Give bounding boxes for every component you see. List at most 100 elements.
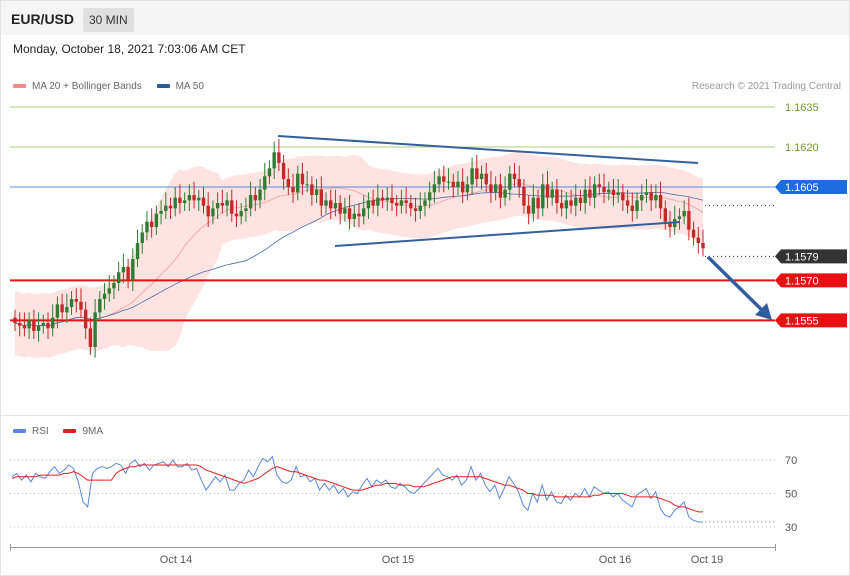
time-axis-label: Oct 16 xyxy=(599,554,631,566)
candle-body xyxy=(230,200,234,214)
candle-body xyxy=(592,184,597,198)
candle-body xyxy=(413,208,418,211)
candle-body xyxy=(418,205,422,211)
candle-body xyxy=(13,317,17,323)
legend-swatch-9ma xyxy=(63,429,77,434)
candle-body xyxy=(305,184,309,186)
legend-item-bollinger: MA 20 + Bollinger Bands xyxy=(13,81,142,92)
legend-label-9ma: 9MA xyxy=(82,426,104,437)
candle-body xyxy=(338,203,342,214)
candle-body xyxy=(574,197,578,206)
candle-body xyxy=(107,288,111,294)
candle-body xyxy=(376,197,380,206)
candle-body xyxy=(98,299,102,313)
candle-body xyxy=(663,208,668,222)
level-label-last: 1.1579 xyxy=(785,251,819,263)
candle-body xyxy=(286,179,291,187)
candle-body xyxy=(484,173,488,185)
candle-body xyxy=(545,184,550,198)
candle-body xyxy=(300,173,305,185)
candle-body xyxy=(93,312,97,347)
candle-body xyxy=(427,192,432,201)
candle-body xyxy=(215,203,220,209)
candle-body xyxy=(635,200,639,211)
candle-body xyxy=(46,323,50,329)
candle-body xyxy=(531,197,536,214)
candle-body xyxy=(126,267,130,281)
level-label-support: 1.1570 xyxy=(785,275,819,287)
level-tag-pivot xyxy=(775,180,847,194)
timeframe-badge[interactable]: 30 MIN xyxy=(83,8,134,32)
rsi-tick-label: 70 xyxy=(785,455,797,467)
candle-body xyxy=(404,200,408,203)
candle-body xyxy=(140,232,144,243)
bollinger-band xyxy=(15,151,703,358)
candle-body xyxy=(498,184,503,198)
candle-body xyxy=(569,200,573,206)
level-tag-support xyxy=(775,273,847,288)
candle-body xyxy=(423,200,427,206)
candle-body xyxy=(564,200,569,209)
level-label-resistance: 1.1620 xyxy=(785,142,819,154)
candle-body xyxy=(541,184,545,209)
candle-body xyxy=(611,189,616,195)
candle-body xyxy=(588,189,592,198)
candle-body xyxy=(357,213,361,217)
candle-body xyxy=(201,197,206,206)
candle-body xyxy=(559,203,564,209)
level-tag-support xyxy=(775,313,847,328)
candle-body xyxy=(437,176,441,185)
candle-body xyxy=(135,243,140,259)
candle-body xyxy=(352,213,356,219)
candle-body xyxy=(362,208,366,217)
candle-body xyxy=(390,197,394,203)
candle-body xyxy=(555,189,559,203)
level-label-support: 1.1555 xyxy=(785,315,819,327)
rsi-line xyxy=(11,455,703,523)
candle-body xyxy=(682,211,686,217)
time-axis-label: Oct 14 xyxy=(160,554,192,566)
candle-body xyxy=(159,211,163,214)
candle-body xyxy=(324,200,328,206)
candle-body xyxy=(145,221,149,233)
rsi-tick-label: 30 xyxy=(785,522,797,534)
legend-item-9ma: 9MA xyxy=(63,426,103,437)
legend-swatch-rsi xyxy=(13,429,26,434)
candle-body xyxy=(253,195,258,201)
candle-body xyxy=(178,197,182,203)
candle-body xyxy=(409,203,413,209)
legend-swatch-bollinger xyxy=(13,84,26,89)
candle-body xyxy=(310,184,314,195)
candle-body xyxy=(168,205,173,209)
candle-body xyxy=(27,320,31,329)
candle-body xyxy=(658,195,663,209)
candle-body xyxy=(102,293,107,299)
level-label-pivot: 1.1605 xyxy=(785,182,819,194)
candle-body xyxy=(432,184,437,193)
candle-body xyxy=(607,189,611,193)
instrument-title: EUR/USD xyxy=(11,11,75,27)
rsi-ma9-line xyxy=(11,464,703,513)
candle-body xyxy=(644,192,649,195)
candle-body xyxy=(239,211,243,217)
candle-body xyxy=(394,203,399,206)
candle-body xyxy=(220,203,225,206)
legend-label-rsi: RSI xyxy=(32,426,49,437)
candle-body xyxy=(131,259,135,281)
candle-body xyxy=(371,200,375,206)
candle-body xyxy=(329,200,333,209)
forecast-arrow-shaft xyxy=(706,255,767,315)
candle-body xyxy=(630,205,635,211)
candle-body xyxy=(112,283,116,289)
candle-body xyxy=(258,189,262,201)
level-label-resistance: 1.1635 xyxy=(785,102,819,114)
candle-body xyxy=(677,216,682,219)
candle-body xyxy=(272,152,276,169)
candle-body xyxy=(451,181,455,187)
candle-body xyxy=(263,176,267,190)
candle-body xyxy=(460,181,465,193)
candle-body xyxy=(489,184,493,193)
candle-body xyxy=(88,328,93,347)
candle-body xyxy=(687,211,691,230)
